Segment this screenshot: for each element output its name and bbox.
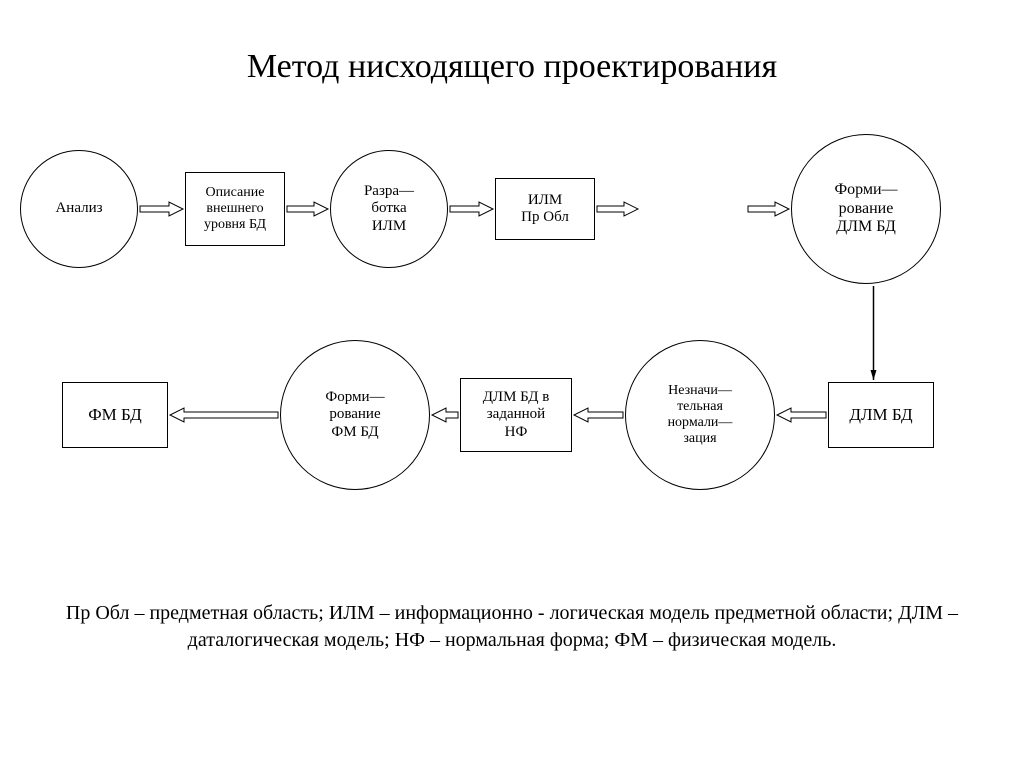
arrow-n5-n6 xyxy=(748,202,789,216)
node-n6: Форми— рование ДЛМ БД xyxy=(791,134,941,284)
node-n11: ФМ БД xyxy=(62,382,168,448)
arrow-n2-n3 xyxy=(287,202,328,216)
node-n8: Незначи— тельная нормали— зация xyxy=(625,340,775,490)
node-n9: ДЛМ БД в заданной НФ xyxy=(460,378,572,452)
node-label-n8: Незначи— тельная нормали— зация xyxy=(664,379,737,451)
node-label-n5 xyxy=(689,205,697,213)
node-n10: Форми— рование ФМ БД xyxy=(280,340,430,490)
node-n5 xyxy=(640,178,746,240)
arrow-n3-n4 xyxy=(450,202,493,216)
arrow-n9-n10 xyxy=(432,408,458,422)
node-n1: Анализ xyxy=(20,150,138,268)
node-label-n4: ИЛМ Пр Обл xyxy=(517,188,573,231)
node-label-n11: ФМ БД xyxy=(84,401,146,429)
node-label-n10: Форми— рование ФМ БД xyxy=(321,385,388,445)
arrow-n4-n5 xyxy=(597,202,638,216)
page-title: Метод нисходящего проектирования xyxy=(0,48,1024,86)
node-label-n1: Анализ xyxy=(51,196,106,221)
arrow-n8-n9 xyxy=(574,408,623,422)
node-label-n9: ДЛМ БД в заданной НФ xyxy=(479,385,554,445)
node-n7: ДЛМ БД xyxy=(828,382,934,448)
arrow-n10-n11 xyxy=(170,408,278,422)
flowchart: Анализ Описание внешнего уровня БД Разра— … xyxy=(0,130,1024,550)
arrow-n6-n7 xyxy=(871,286,877,380)
legend-text: Пр Обл – предметная область; ИЛМ – инфор… xyxy=(60,600,964,654)
node-label-n6: Форми— рование ДЛМ БД xyxy=(830,177,901,240)
node-label-n2: Описание внешнего уровня БД xyxy=(200,181,270,237)
node-n3: Разра— ботка ИЛМ xyxy=(330,150,448,268)
node-n4: ИЛМ Пр Обл xyxy=(495,178,595,240)
node-label-n7: ДЛМ БД xyxy=(845,401,916,429)
arrow-n1-n2 xyxy=(140,202,183,216)
arrow-n7-n8 xyxy=(777,408,826,422)
node-n2: Описание внешнего уровня БД xyxy=(185,172,285,246)
node-label-n3: Разра— ботка ИЛМ xyxy=(360,179,418,239)
